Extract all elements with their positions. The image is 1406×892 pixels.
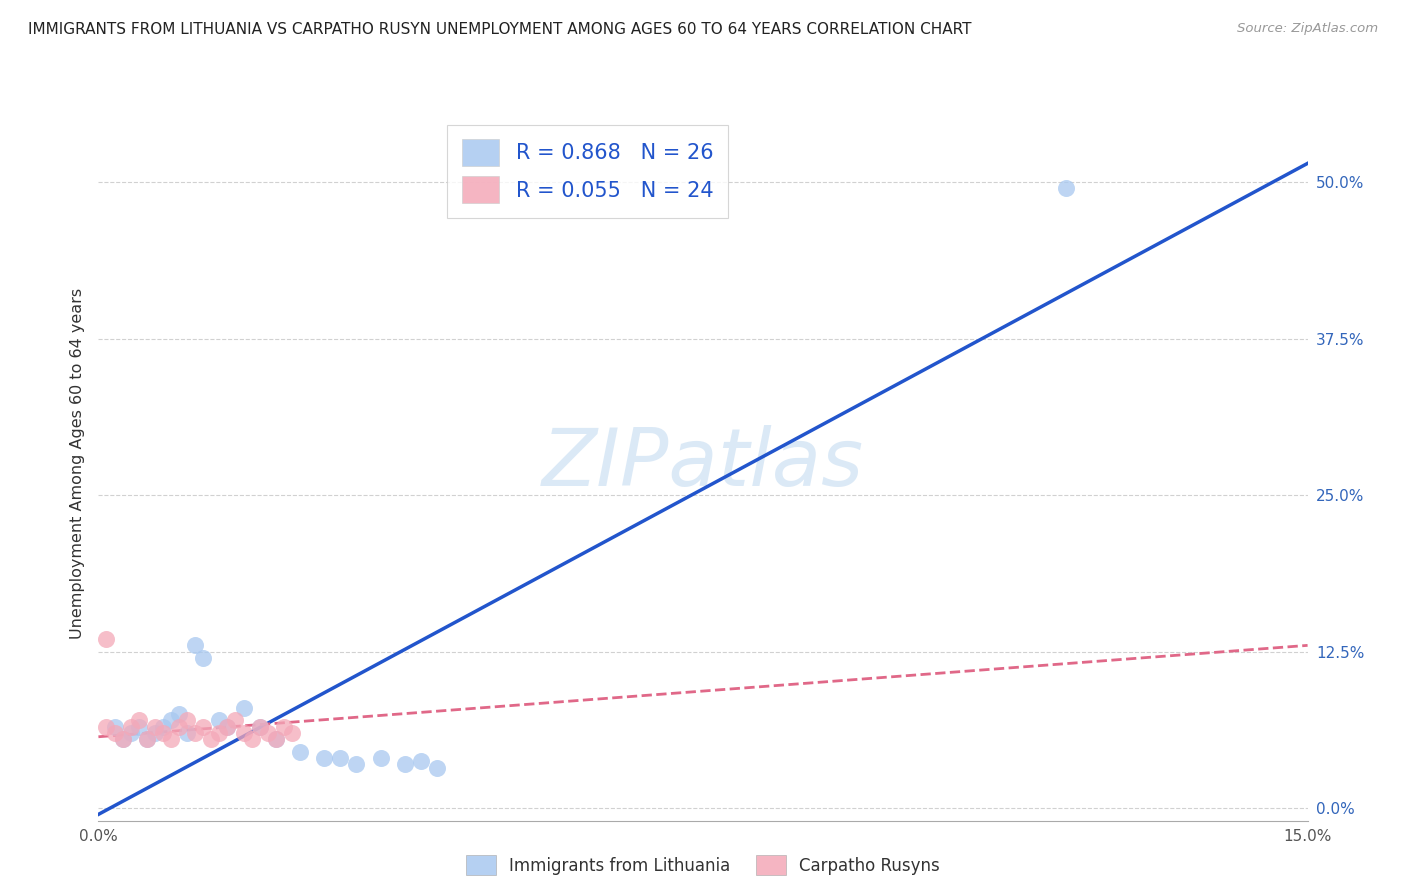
Point [281,726,304,740]
Point [167,720,190,734]
Point [96,720,118,734]
Point [314,751,336,765]
Point [135,732,157,747]
Point [128,720,150,734]
Point [193,720,215,734]
Point [208,726,231,740]
Point [143,726,166,740]
Point [344,757,367,772]
Point [176,726,198,740]
Point [143,720,166,734]
Point [160,714,183,728]
Point [152,726,174,740]
Point [370,751,392,765]
Point [103,726,125,740]
Point [273,720,295,734]
Point [217,720,239,734]
Point [232,701,254,715]
Point [193,651,215,665]
Point [426,761,449,775]
Point [256,726,278,740]
Point [249,720,271,734]
Point [217,720,239,734]
Y-axis label: Unemployment Among Ages 60 to 64 years: Unemployment Among Ages 60 to 64 years [69,288,84,640]
Point [184,726,207,740]
Point [232,726,254,740]
Point [224,714,246,728]
Point [111,732,134,747]
Point [264,732,287,747]
Point [135,732,157,747]
Point [288,745,311,759]
Point [160,732,183,747]
Text: ZIPatlas: ZIPatlas [541,425,865,503]
Point [329,751,352,765]
Point [200,732,222,747]
Point [264,732,287,747]
Point [96,632,118,646]
Point [167,707,190,722]
Text: Source: ZipAtlas.com: Source: ZipAtlas.com [1237,22,1378,36]
Point [103,720,125,734]
Point [184,639,207,653]
Point [249,720,271,734]
Text: IMMIGRANTS FROM LITHUANIA VS CARPATHO RUSYN UNEMPLOYMENT AMONG AGES 60 TO 64 YEA: IMMIGRANTS FROM LITHUANIA VS CARPATHO RU… [28,22,972,37]
Point [208,714,231,728]
Point [152,720,174,734]
Point [111,732,134,747]
Point [176,714,198,728]
Point [128,714,150,728]
Point [240,732,263,747]
Point [120,720,142,734]
Legend: Immigrants from Lithuania, Carpatho Rusyns: Immigrants from Lithuania, Carpatho Rusy… [458,847,948,884]
Point [394,757,416,772]
Point [409,754,432,768]
Point [120,726,142,740]
Point [1054,181,1077,195]
